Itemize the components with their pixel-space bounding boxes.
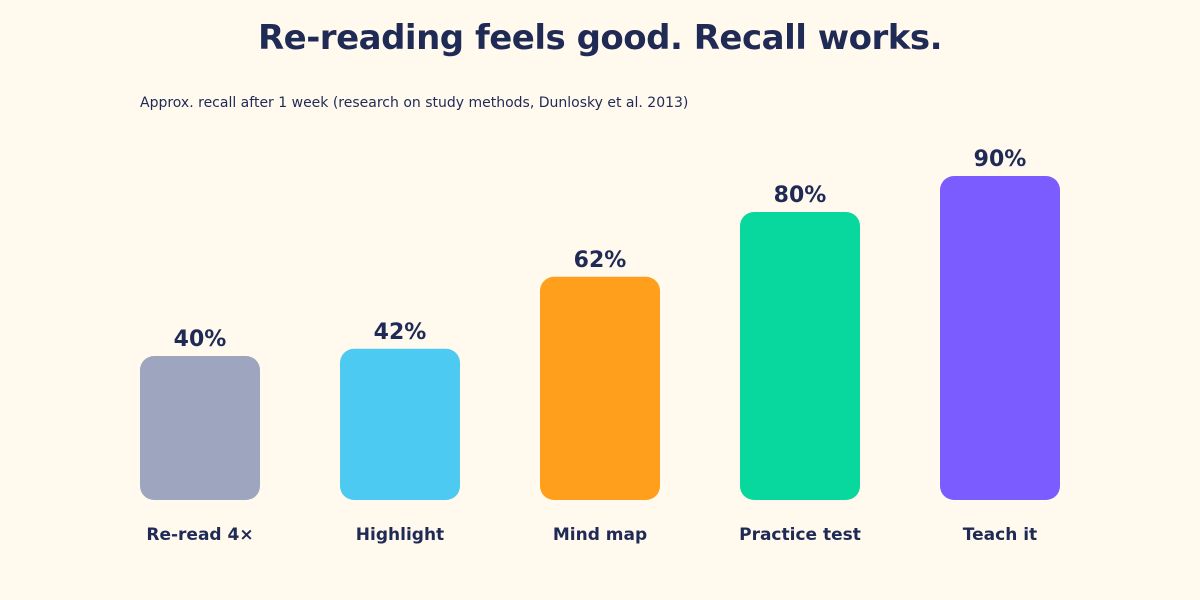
category-label-mind-map: Mind map (553, 525, 647, 545)
value-label-practice-test: 80% (774, 183, 827, 208)
value-label-re-read-4: 40% (174, 327, 227, 352)
chart-title: Re-reading feels good. Recall works. (257, 18, 943, 58)
chart-subtitle: Approx. recall after 1 week (research on… (140, 95, 689, 111)
category-label-practice-test: Practice test (739, 525, 861, 545)
value-label-highlight: 42% (374, 320, 427, 345)
category-label-re-read-4: Re-read 4× (146, 525, 253, 545)
bar-re-read-4 (140, 356, 260, 500)
category-label-highlight: Highlight (356, 525, 444, 545)
bars-group (140, 176, 1060, 500)
value-labels-group: 40% 42% 62% 80% 90% (174, 147, 1027, 352)
bar-teach-it (940, 176, 1060, 500)
category-label-teach-it: Teach it (963, 525, 1037, 545)
value-label-mind-map: 62% (574, 248, 627, 273)
bar-mind-map (540, 276, 660, 500)
bar-highlight (340, 348, 460, 500)
value-label-teach-it: 90% (974, 147, 1027, 172)
category-labels-group: Re-read 4× Highlight Mind map Practice test… (146, 525, 1037, 545)
bar-practice-test (740, 212, 860, 500)
